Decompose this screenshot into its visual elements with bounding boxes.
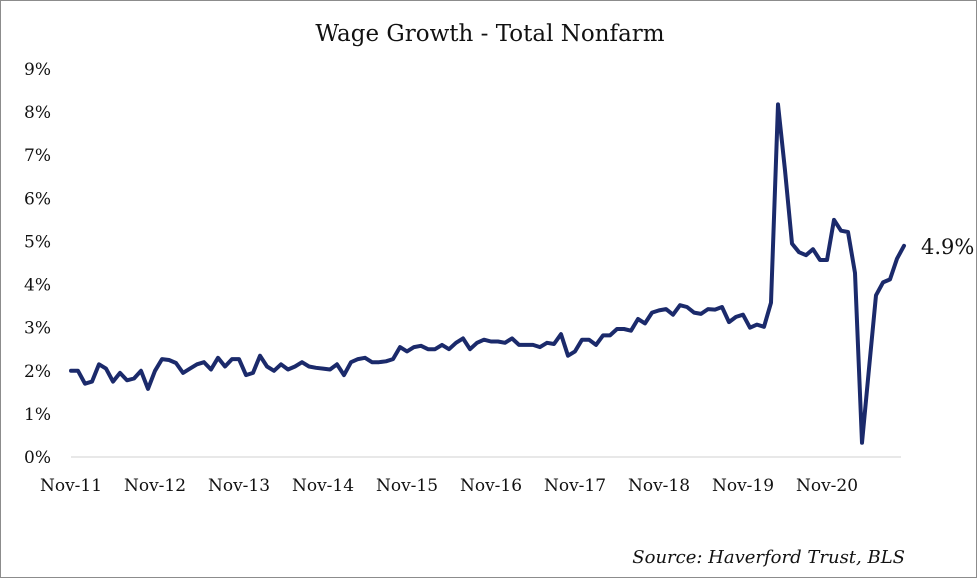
x-tick-label: Nov-11 xyxy=(40,476,102,496)
x-tick-label: Nov-16 xyxy=(460,476,522,496)
source-note: Source: Haverford Trust, BLS xyxy=(632,547,905,568)
x-tick-label: Nov-17 xyxy=(544,476,606,496)
x-tick-label: Nov-12 xyxy=(124,476,186,496)
y-tick-label: 9% xyxy=(24,60,51,80)
y-tick-label: 4% xyxy=(24,276,51,296)
x-tick-label: Nov-18 xyxy=(628,476,690,496)
chart-title: Wage Growth - Total Nonfarm xyxy=(315,21,664,47)
wage-growth-series-line xyxy=(69,102,906,445)
y-tick-label: 8% xyxy=(24,103,51,123)
x-tick-label: Nov-13 xyxy=(208,476,270,496)
x-axis: Nov-11 Nov-12 Nov-13 Nov-14 Nov-15 Nov-16 Nov-… xyxy=(40,476,858,496)
y-tick-label: 6% xyxy=(24,189,51,209)
y-tick-label: 0% xyxy=(24,448,51,468)
y-axis: 0% 1% 2% 3% 4% 5% 6% 7% 8% 9% xyxy=(24,60,51,468)
x-tick-label: Nov-14 xyxy=(292,476,354,496)
x-tick-label: Nov-15 xyxy=(376,476,438,496)
y-tick-label: 1% xyxy=(24,405,51,425)
y-tick-label: 5% xyxy=(24,232,51,252)
latest-value-annotation: 4.9% xyxy=(921,235,974,259)
x-tick-label: Nov-20 xyxy=(796,476,858,496)
y-tick-label: 2% xyxy=(24,362,51,382)
y-tick-label: 3% xyxy=(24,319,51,339)
x-tick-label: Nov-19 xyxy=(712,476,774,496)
y-tick-label: 7% xyxy=(24,146,51,166)
